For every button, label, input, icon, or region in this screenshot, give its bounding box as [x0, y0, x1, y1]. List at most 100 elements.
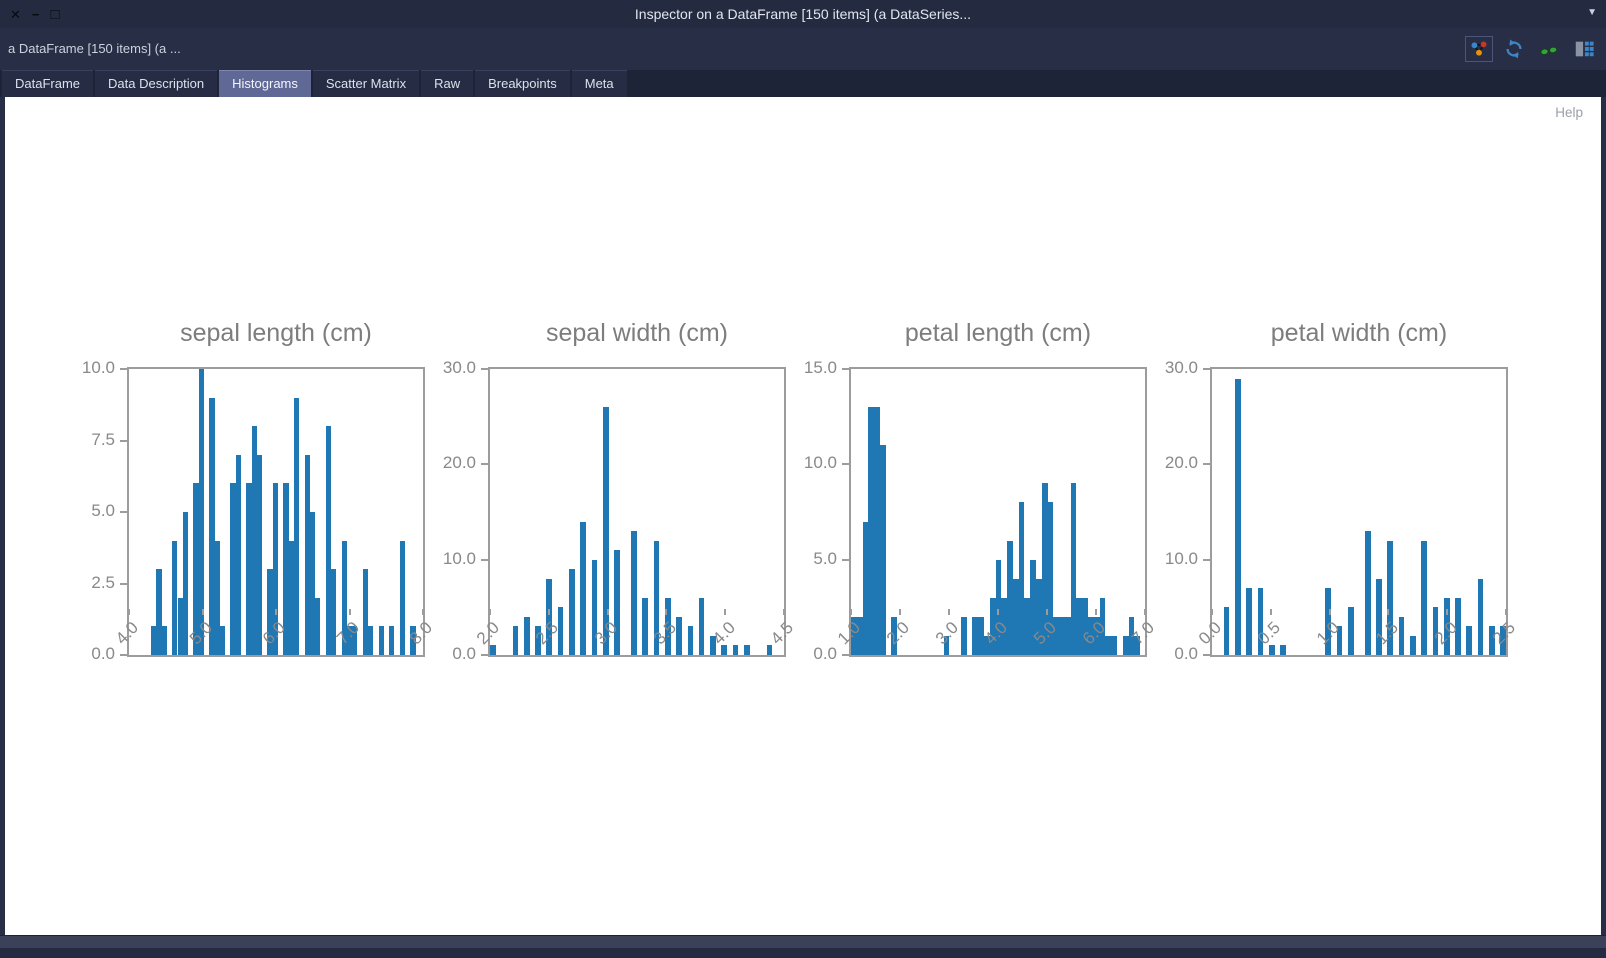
x-tick-mark	[899, 609, 901, 615]
histogram-bar	[1398, 616, 1405, 655]
histogram-bar	[1053, 616, 1060, 655]
window-title: Inspector on a DataFrame [150 items] (a …	[634, 6, 972, 22]
histogram-bar	[1477, 578, 1484, 655]
x-tick-label: 6.0	[259, 618, 290, 649]
y-tick-label: 20.0	[442, 453, 476, 473]
histogram-bar	[288, 540, 294, 655]
histogram-bar	[1489, 626, 1495, 655]
y-tick-mark	[842, 368, 849, 370]
y-tick-mark	[120, 368, 127, 370]
tab-breakpoints[interactable]: Breakpoints	[475, 70, 570, 97]
histogram-bar	[1443, 597, 1450, 655]
y-tick-mark	[1203, 558, 1210, 561]
x-tick-mark	[1446, 609, 1449, 615]
histogram-bar	[1076, 597, 1083, 655]
histogram-bar	[983, 635, 990, 655]
y-tick-label: 10.0	[81, 358, 115, 377]
histogram-bar	[1466, 626, 1473, 655]
x-tick-mark	[348, 609, 351, 615]
x-tick-mark	[275, 609, 277, 615]
histogram-bar	[389, 626, 395, 655]
y-tick-label: 5.0	[813, 548, 837, 568]
histogram-bar	[198, 369, 204, 655]
tab-raw[interactable]: Raw	[421, 70, 474, 97]
histogram-bar	[410, 626, 416, 655]
chart-title: petal width (cm)	[1270, 319, 1448, 347]
x-tick-mark	[1144, 609, 1146, 615]
histogram-bar	[246, 483, 252, 655]
x-tick-mark	[1269, 609, 1272, 615]
histogram-bar	[1432, 607, 1439, 655]
y-tick-label: 15.0	[803, 358, 837, 377]
minimize-button[interactable]: −	[31, 6, 40, 22]
histogram-bar	[960, 616, 967, 655]
refresh-icon[interactable]	[1500, 36, 1528, 62]
y-tick-mark	[481, 463, 488, 466]
histogram-bar	[1347, 607, 1354, 655]
histogram-bar	[304, 454, 310, 655]
histogram-bar	[346, 626, 353, 655]
histogram-bar	[569, 569, 575, 655]
histogram-bar	[214, 540, 220, 655]
x-tick-mark	[1505, 609, 1507, 615]
histogram-bar	[1336, 626, 1343, 655]
histogram-bar	[1223, 607, 1230, 655]
tab-dataframe[interactable]: DataFrame	[2, 70, 94, 97]
y-tick-label: 5.0	[91, 501, 115, 520]
x-tick-label: 5.0	[1030, 618, 1061, 649]
histogram-bar	[1105, 635, 1112, 655]
histogram-bar	[1059, 616, 1065, 655]
histogram-bar	[1064, 616, 1071, 655]
histogram-bar	[283, 483, 289, 655]
histogram-bar	[1041, 483, 1048, 655]
close-button[interactable]: ✕	[10, 6, 21, 22]
plot-area[interactable]	[127, 367, 425, 657]
histogram-bar	[161, 626, 167, 655]
x-tick-label: 2.0	[1430, 618, 1461, 649]
histogram-bar	[557, 607, 564, 655]
x-tick-mark	[997, 609, 999, 615]
network-icon[interactable]	[1465, 36, 1493, 62]
histogram-bar	[330, 569, 337, 655]
tab-scatter-matrix[interactable]: Scatter Matrix	[312, 70, 420, 97]
histogram-bar	[879, 445, 886, 655]
histogram-bar	[1088, 616, 1094, 655]
maximize-button[interactable]: □	[50, 5, 60, 23]
tab-histograms[interactable]: Histograms	[219, 70, 311, 97]
plot-area[interactable]	[849, 367, 1147, 657]
x-tick-label: 3.0	[590, 618, 622, 649]
histogram-bar	[1455, 597, 1461, 655]
histogram-bar	[535, 626, 541, 655]
histogram-bar	[1018, 502, 1025, 655]
tab-data-description[interactable]: Data Description	[95, 70, 218, 97]
plot-area[interactable]	[1210, 367, 1508, 657]
x-tick-mark	[201, 609, 204, 615]
histogram-bar	[209, 397, 215, 655]
y-tick-label: 10.0	[1164, 548, 1198, 568]
breadcrumb[interactable]: a DataFrame [150 items] (a ...	[8, 41, 181, 56]
plot-area[interactable]	[488, 367, 786, 657]
dropdown-arrow-icon[interactable]: ▼	[1587, 7, 1597, 18]
y-tick-label: 0.0	[813, 644, 837, 663]
histogram-bar	[1024, 597, 1031, 655]
x-tick-label: 0.5	[1254, 618, 1285, 649]
histogram-petal-width-cm: petal width (cm) 0.0 10.0 20.0 30.0 0.0 0.5 1.0…	[1148, 319, 1520, 663]
x-tick-mark	[606, 609, 609, 615]
histogram-bar	[546, 578, 553, 655]
help-button[interactable]: Help	[1555, 105, 1583, 120]
histogram-bar	[1082, 597, 1089, 655]
glasses-icon[interactable]	[1535, 36, 1563, 62]
histogram-bar	[1364, 531, 1371, 655]
tab-meta[interactable]: Meta	[571, 70, 627, 97]
x-tick-label: 5.0	[185, 618, 216, 649]
histogram-bar	[862, 521, 869, 655]
y-tick-label: 0.0	[1174, 644, 1198, 663]
x-tick-mark	[1211, 609, 1213, 615]
histogram-bar	[972, 616, 979, 655]
x-tick-mark	[1328, 609, 1331, 615]
y-tick-label: 0.0	[91, 644, 115, 663]
histogram-bar	[1280, 645, 1286, 655]
x-tick-label: 4.0	[981, 618, 1012, 649]
table-icon[interactable]	[1570, 36, 1598, 62]
histogram-bar	[891, 616, 898, 655]
